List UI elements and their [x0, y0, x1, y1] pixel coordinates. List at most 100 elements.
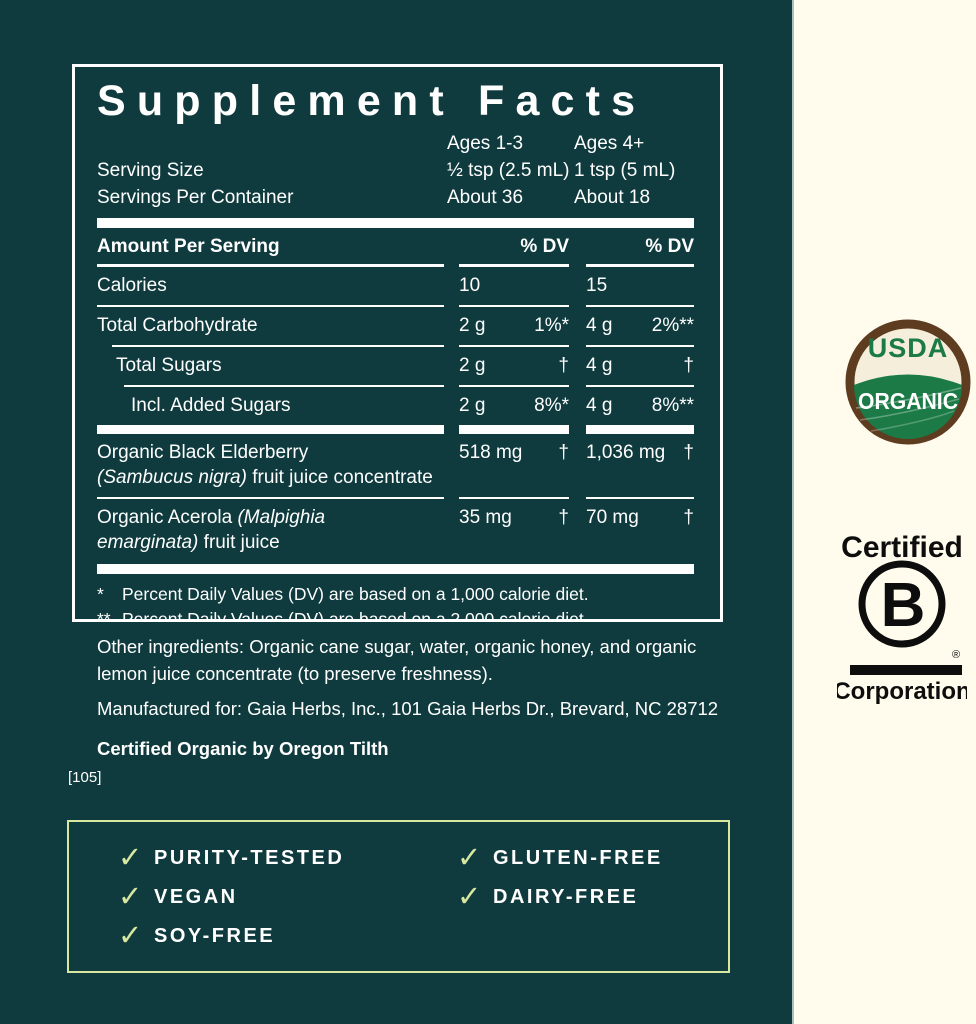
- table-row: Calories 10 15: [97, 267, 694, 305]
- badge-vegan: ✓ VEGAN: [118, 878, 344, 917]
- check-icon: ✓: [118, 920, 143, 952]
- nutrient-name: Total Carbohydrate: [97, 315, 258, 337]
- dv-1: 8%*: [534, 395, 569, 417]
- dv-header-1: % DV: [520, 236, 569, 258]
- botanical-name: (Sambucus nigra): [97, 467, 247, 489]
- certified-text: Certified: [841, 531, 963, 564]
- amount-1: 35 mg: [459, 507, 512, 529]
- nutrient-name: Incl. Added Sugars: [131, 395, 291, 417]
- ages-1-3-header: Ages 1-3: [447, 133, 524, 155]
- dv-1: †: [558, 507, 569, 529]
- supplement-facts-box: Supplement Facts Serving Size Servings P…: [72, 64, 723, 622]
- dv-header-2: % DV: [645, 236, 694, 258]
- ages-4plus-header: Ages 4+: [574, 133, 645, 155]
- badge-label: DAIRY-FREE: [493, 886, 639, 908]
- badge-dairy-free: ✓ DAIRY-FREE: [457, 878, 663, 917]
- servings-value-1: About 36: [447, 187, 524, 209]
- serving-size-label: Serving Size: [97, 160, 204, 182]
- amount-2: 4 g: [586, 315, 613, 337]
- divider: [97, 497, 694, 500]
- servings-per-container-label: Servings Per Container: [97, 187, 294, 209]
- dv-2: †: [683, 507, 694, 529]
- amount-1: 2 g: [459, 355, 486, 377]
- divider-bar: [97, 564, 694, 575]
- amount-2: 4 g: [586, 355, 613, 377]
- table-row: Total Carbohydrate 2 g 1%* 4 g 2%**: [97, 307, 694, 345]
- dv-2: 8%**: [651, 395, 694, 417]
- footnote-text: Percent Daily Values (DV) are based on a…: [122, 609, 589, 622]
- badge-label: PURITY-TESTED: [154, 847, 345, 869]
- dv-1: †: [558, 442, 569, 464]
- corporation-text: Corporation: [837, 678, 967, 705]
- other-ingredients: Other ingredients: Organic cane sugar, w…: [97, 636, 697, 684]
- footnote-marker: **: [97, 609, 111, 622]
- usda-organic-seal: USDA ORGANIC: [845, 319, 971, 445]
- amount-1: 10: [459, 275, 481, 297]
- badge-label: VEGAN: [154, 886, 238, 908]
- dv-1: †: [558, 355, 569, 377]
- dv-2: †: [683, 442, 694, 464]
- badge-gluten-free: ✓ GLUTEN-FREE: [457, 839, 663, 878]
- badge-column-left: ✓ PURITY-TESTED ✓ VEGAN ✓ SOY-FREE: [118, 839, 344, 956]
- table-row: Organic Black Elderberry (Sambucus nigra…: [97, 434, 694, 497]
- badge-label: SOY-FREE: [154, 925, 276, 947]
- amount-1: 518 mg: [459, 442, 523, 464]
- check-icon: ✓: [457, 881, 482, 913]
- manufactured-for: Manufactured for: Gaia Herbs, Inc., 101 …: [97, 698, 719, 719]
- table-row: Total Sugars 2 g † 4 g †: [97, 347, 694, 385]
- supplement-facts-title: Supplement Facts: [97, 77, 647, 125]
- usda-text: USDA: [868, 333, 949, 363]
- divider: [97, 305, 694, 308]
- amount-2: 4 g: [586, 395, 613, 417]
- serving-size-value-1: ½ tsp (2.5 mL): [447, 160, 570, 182]
- dv-2: †: [683, 355, 694, 377]
- badge-purity-tested: ✓ PURITY-TESTED: [118, 839, 344, 878]
- nutrient-name: Organic Acerola (Malpighia emarginata) f…: [97, 507, 326, 554]
- table-row: Organic Acerola (Malpighia emarginata) f…: [97, 499, 694, 562]
- amount-1: 2 g: [459, 395, 486, 417]
- footnotes: * Percent Daily Values (DV) are based on…: [97, 582, 694, 622]
- amount-2: 70 mg: [586, 507, 639, 529]
- serving-size-value-2: 1 tsp (5 mL): [574, 160, 676, 182]
- nutrient-name: Calories: [97, 275, 167, 297]
- label-panel: Supplement Facts Serving Size Servings P…: [0, 0, 792, 1024]
- amount-per-serving-header: Amount Per Serving: [97, 236, 280, 258]
- serving-col-ages-4plus: Ages 4+ 1 tsp (5 mL) About 18: [574, 130, 694, 211]
- footnote-text: Percent Daily Values (DV) are based on a…: [122, 584, 589, 605]
- divider: [97, 385, 694, 388]
- dv-1: 1%*: [534, 315, 569, 337]
- table-row: Incl. Added Sugars 2 g 8%* 4 g 8%**: [97, 387, 694, 425]
- table-header: Amount Per Serving % DV % DV: [97, 228, 694, 264]
- serving-col-ages-1-3: Ages 1-3 ½ tsp (2.5 mL) About 36: [447, 130, 570, 211]
- lot-code: [105]: [68, 769, 102, 786]
- check-icon: ✓: [118, 881, 143, 913]
- b-letter: B: [881, 571, 926, 640]
- check-icon: ✓: [457, 842, 482, 874]
- divider: [97, 264, 694, 268]
- footnote: ** Percent Daily Values (DV) are based o…: [97, 607, 694, 622]
- divider: [97, 425, 694, 435]
- amount-2: 15: [586, 275, 608, 297]
- feature-badges-box: ✓ PURITY-TESTED ✓ VEGAN ✓ SOY-FREE ✓ GLU…: [67, 820, 730, 973]
- b-corp-seal: Certified B ® Corporation: [837, 531, 967, 705]
- footnote-marker: *: [97, 584, 104, 605]
- divider-bar: [97, 218, 694, 229]
- certification-sidebar: USDA ORGANIC Certified B ® Corporation: [792, 0, 976, 1024]
- botanical-name: (Malpighia: [237, 507, 326, 529]
- organic-text: ORGANIC: [858, 388, 958, 414]
- divider: [97, 345, 694, 348]
- serving-labels: Serving Size Servings Per Container: [97, 130, 432, 211]
- footnote: * Percent Daily Values (DV) are based on…: [97, 582, 694, 607]
- nutrient-name: Organic Black Elderberry (Sambucus nigra…: [97, 442, 433, 489]
- badge-label: GLUTEN-FREE: [493, 847, 663, 869]
- registered-mark-icon: ®: [952, 649, 960, 661]
- check-icon: ✓: [118, 842, 143, 874]
- amount-2: 1,036 mg: [586, 442, 666, 464]
- badge-soy-free: ✓ SOY-FREE: [118, 917, 344, 956]
- dv-2: 2%**: [651, 315, 694, 337]
- nutrient-name: Total Sugars: [116, 355, 222, 377]
- certified-organic-note: Certified Organic by Oregon Tilth: [97, 738, 389, 759]
- badge-column-right: ✓ GLUTEN-FREE ✓ DAIRY-FREE: [457, 839, 663, 917]
- serving-info: Serving Size Servings Per Container Ages…: [97, 130, 694, 211]
- servings-value-2: About 18: [574, 187, 651, 209]
